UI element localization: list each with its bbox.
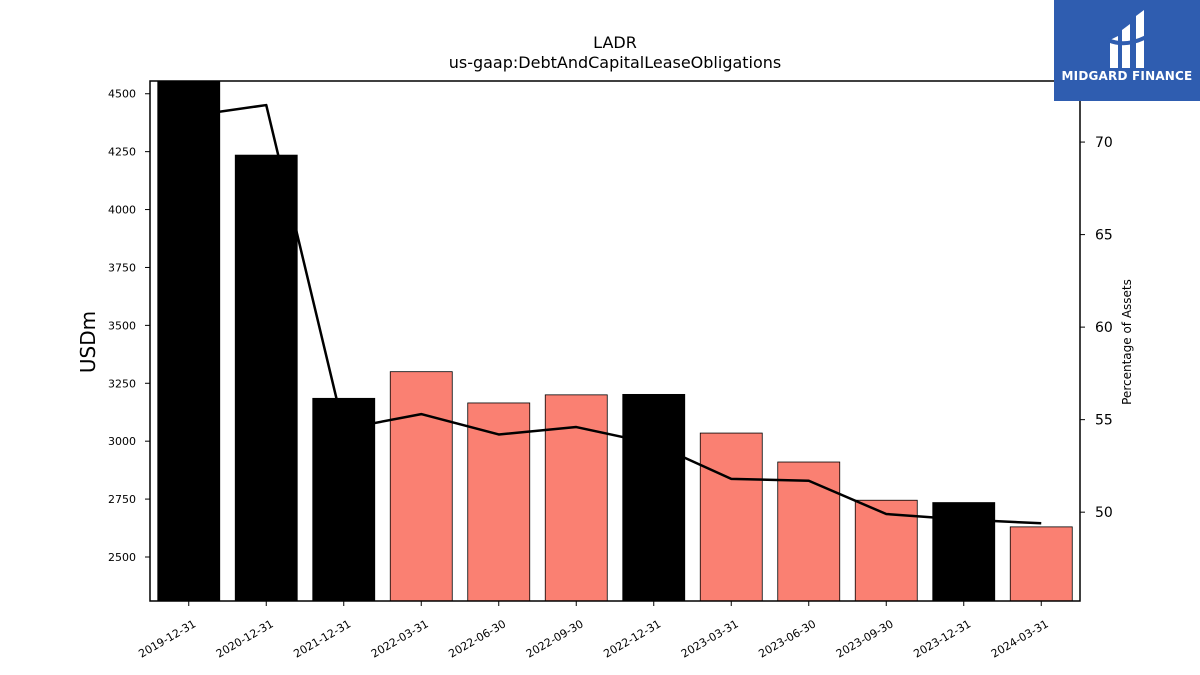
x-tick-label: 2022-06-30 [446, 617, 508, 660]
y2-tick-label: 70 [1095, 135, 1113, 151]
y-tick-label: 3000 [108, 435, 136, 448]
x-tick-label: 2022-12-31 [601, 617, 663, 660]
bars-group [157, 80, 1073, 602]
bar-2024-03-31 [1009, 526, 1073, 602]
x-tick-label: 2023-12-31 [911, 617, 973, 660]
x-tick-label: 2023-06-30 [756, 617, 818, 660]
midgard-finance-logo: MIDGARD FINANCE [1054, 0, 1200, 101]
x-tick-label: 2021-12-31 [291, 617, 353, 660]
bar-2021-12-31 [312, 397, 376, 602]
x-tick-label: 2023-03-31 [679, 617, 741, 660]
y-tick-label: 4500 [108, 88, 136, 101]
y-tick-label: 3250 [108, 377, 136, 390]
y-tick-label: 4000 [108, 204, 136, 217]
y-tick-label: 2500 [108, 551, 136, 564]
x-tick-label: 2023-09-30 [834, 617, 896, 660]
chart-title: LADR [593, 33, 637, 52]
percentage-of-assets-line [188, 103, 1042, 525]
bar-2022-03-31 [389, 371, 453, 602]
y2-axis-label: Percentage of Assets [1120, 279, 1134, 405]
y-tick-label: 2750 [108, 493, 136, 506]
y-tick-label: 3500 [108, 319, 136, 332]
bar-2022-06-30 [467, 402, 531, 602]
logo-mark-icon [1107, 10, 1149, 68]
plot-frame [149, 80, 1081, 602]
bar-2023-06-30 [777, 461, 841, 602]
line-group [188, 103, 1042, 525]
bar-2022-12-31 [622, 393, 686, 602]
y-axis-label: USDm [76, 311, 100, 373]
x-tick-label: 2020-12-31 [214, 617, 276, 660]
bar-2022-09-30 [544, 394, 608, 602]
y2-tick-label: 50 [1095, 505, 1113, 521]
y2-tick-label: 55 [1095, 413, 1113, 429]
bar-2023-03-31 [699, 432, 763, 602]
y-tick-label: 3750 [108, 261, 136, 274]
bar-2019-12-31 [157, 80, 221, 602]
logo-text: MIDGARD FINANCE [1061, 69, 1193, 83]
chart-subtitle: us-gaap:DebtAndCapitalLeaseObligations [449, 53, 782, 72]
x-tick-label: 2019-12-31 [136, 617, 198, 660]
bar-2020-12-31 [234, 154, 298, 602]
x-tick-label: 2022-09-30 [524, 617, 586, 660]
bar-2023-09-30 [854, 499, 918, 602]
y-tick-label: 4250 [108, 146, 136, 159]
x-tick-label: 2024-03-31 [989, 617, 1051, 660]
y2-tick-label: 65 [1095, 228, 1113, 244]
x-tick-label: 2022-03-31 [369, 617, 431, 660]
y2-tick-label: 60 [1095, 320, 1113, 336]
